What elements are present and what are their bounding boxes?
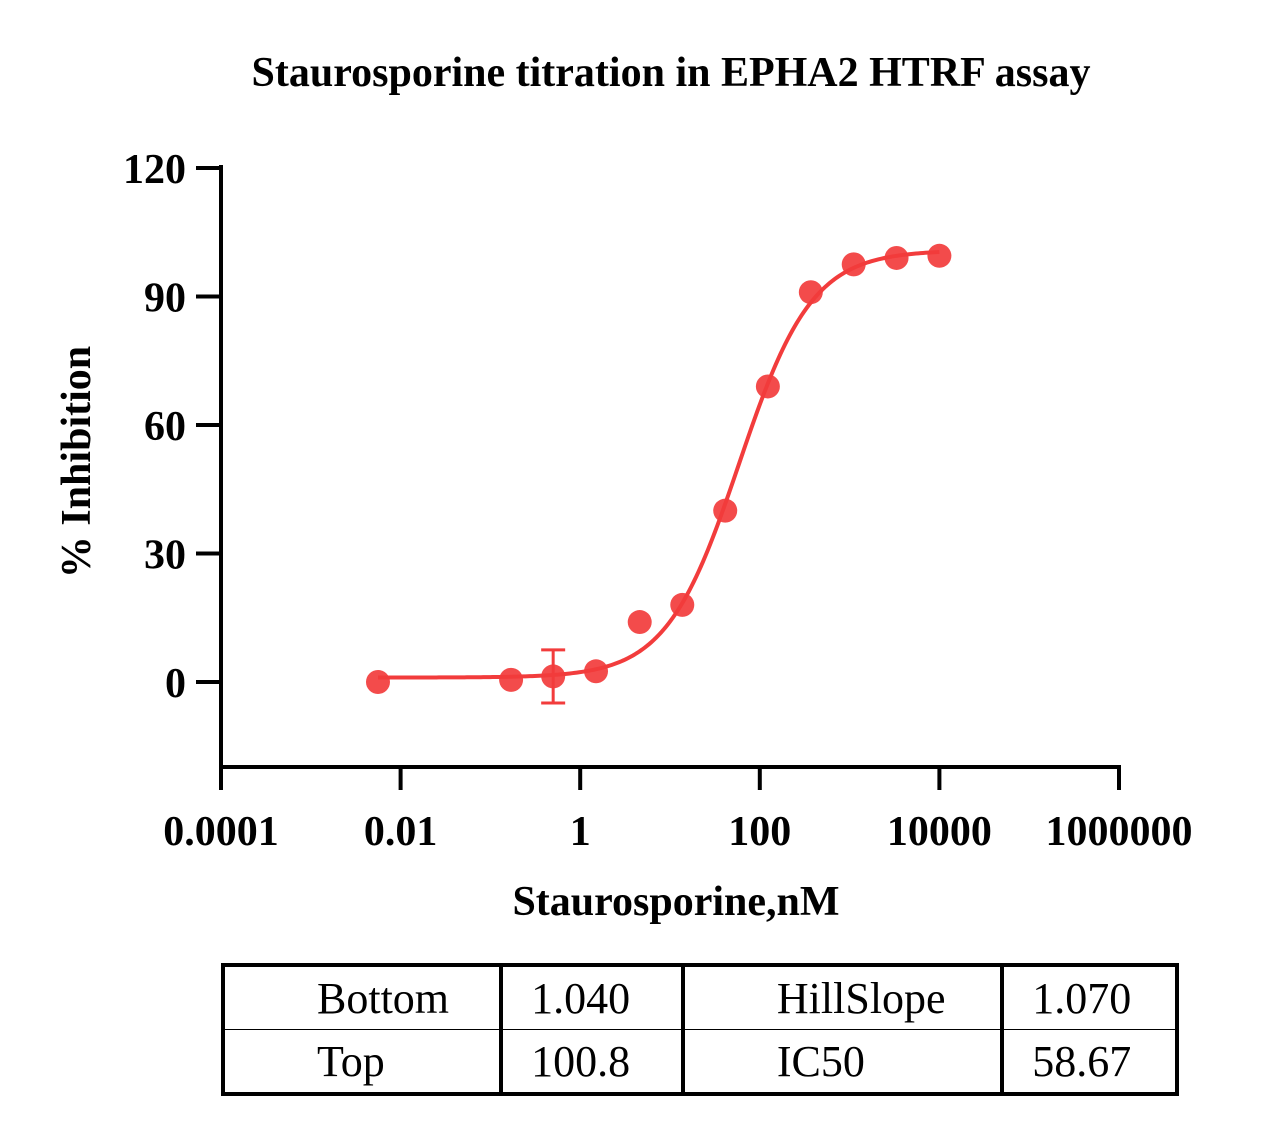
data-point: [584, 659, 609, 684]
fit-parameters-table: Bottom 1.040 HillSlope 1.070 Top 100.8 I…: [221, 963, 1179, 1096]
chart-area: Staurosporine titration in EPHA2 HTRF as…: [54, 50, 1193, 925]
data-points: [365, 243, 952, 694]
param-value-top: 100.8: [501, 1029, 685, 1094]
table-row: Bottom 1.040 HillSlope 1.070: [223, 965, 1177, 1030]
chart-title: Staurosporine titration in EPHA2 HTRF as…: [252, 50, 1091, 96]
param-label-hillslope: HillSlope: [682, 965, 1005, 1030]
y-tick-label: 120: [123, 147, 186, 193]
param-label-ic50: IC50: [682, 1029, 1005, 1094]
data-point: [884, 245, 909, 270]
data-point: [670, 592, 695, 617]
x-tick-label: 1000000: [1046, 809, 1193, 855]
y-tick-label: 0: [165, 661, 186, 707]
y-ticks: 120 90 60 30 0: [123, 147, 221, 707]
x-tick-label: 100: [728, 809, 791, 855]
dose-response-chart: Staurosporine titration in EPHA2 HTRF as…: [54, 50, 1193, 925]
x-tick-label: 0.01: [364, 809, 438, 855]
y-axis-label: % Inhibition: [54, 346, 100, 578]
data-point: [841, 252, 866, 277]
y-tick-label: 90: [144, 276, 186, 322]
x-ticks: 0.0001 0.01 1 100 10000 1000000: [163, 767, 1193, 855]
x-axis-label: Staurosporine,nM: [512, 879, 839, 925]
param-label-bottom: Bottom: [223, 965, 504, 1030]
fit-curve: [377, 249, 940, 680]
x-tick-label: 1: [570, 809, 591, 855]
data-point: [798, 280, 823, 305]
table-row: Top 100.8 IC50 58.67: [223, 1029, 1177, 1094]
y-tick-label: 30: [144, 533, 186, 579]
data-point: [927, 243, 952, 268]
param-value-hillslope: 1.070: [1002, 965, 1177, 1030]
data-point: [755, 374, 780, 399]
x-tick-label: 0.0001: [163, 809, 279, 855]
data-point: [499, 667, 524, 692]
y-tick-label: 60: [144, 404, 186, 450]
param-value-bottom: 1.040: [501, 965, 685, 1030]
data-point: [713, 498, 738, 523]
x-tick-label: 10000: [887, 809, 992, 855]
data-point: [365, 670, 390, 694]
data-point: [627, 610, 652, 635]
param-label-top: Top: [223, 1029, 504, 1094]
param-value-ic50: 58.67: [1032, 1036, 1132, 1086]
data-point: [541, 664, 566, 689]
